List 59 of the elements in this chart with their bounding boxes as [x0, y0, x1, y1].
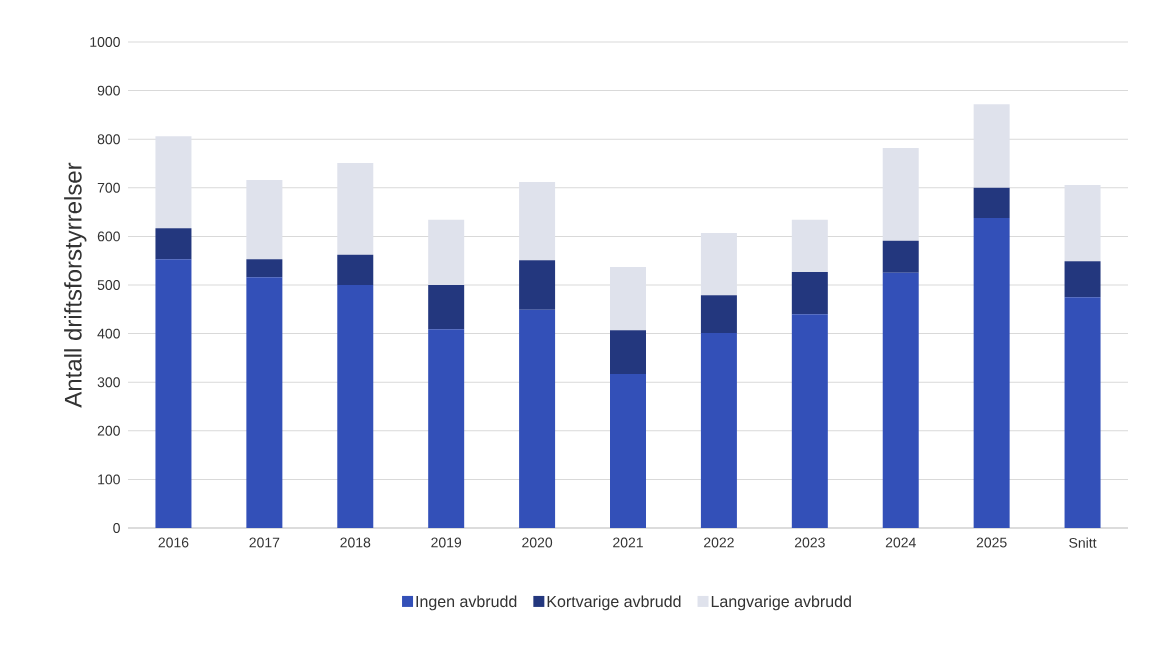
- bar: [882, 240, 919, 273]
- bar: [700, 295, 737, 334]
- x-tick-label: 2019: [431, 537, 462, 548]
- x-tick-label: 2021: [613, 537, 643, 548]
- bar: [973, 187, 1010, 218]
- bar: [246, 259, 283, 278]
- y-axis-title: Antall driftsforstyrrelser: [64, 162, 87, 408]
- bar: [428, 219, 465, 285]
- bar: [700, 233, 737, 296]
- bar: [337, 285, 374, 528]
- bar: [337, 254, 374, 285]
- y-tick-label: 400: [97, 328, 120, 339]
- bar: [791, 219, 828, 272]
- y-tick-label: 200: [97, 425, 120, 436]
- y-tick-label: 100: [98, 474, 120, 485]
- x-tick-label: 2018: [340, 537, 371, 548]
- legend-label: Ingen avbrudd: [416, 595, 517, 611]
- legend-label: Kortvarige avbrudd: [547, 595, 681, 611]
- bar: [1064, 297, 1101, 528]
- bar: [246, 180, 283, 260]
- bar: [791, 271, 828, 315]
- y-tick-label: 700: [97, 182, 120, 193]
- bar: [428, 285, 465, 330]
- bar: [519, 181, 556, 261]
- x-tick-label: 2022: [704, 537, 734, 548]
- x-tick-label: 2020: [522, 537, 553, 548]
- x-tick-label: 2025: [976, 537, 1007, 548]
- bar: [610, 267, 646, 331]
- bar: [519, 309, 556, 528]
- bar: [1064, 261, 1101, 298]
- y-tick-label: 0: [113, 523, 120, 533]
- x-tick-label: 2016: [158, 537, 189, 548]
- bar: [155, 259, 192, 528]
- bar: [1064, 184, 1101, 262]
- bar: [882, 272, 919, 528]
- x-tick-label: Snitt: [1069, 537, 1097, 548]
- bar: [610, 373, 646, 528]
- bar: [155, 136, 192, 229]
- bar: [700, 333, 737, 528]
- y-tick-label: 1000: [90, 37, 120, 47]
- bar: [519, 260, 556, 310]
- y-tick-label: 800: [97, 134, 120, 145]
- bar: [246, 277, 283, 528]
- bar: [155, 228, 192, 260]
- bar: [973, 217, 1010, 528]
- bar: [610, 330, 646, 374]
- y-tick-label: 600: [97, 231, 120, 242]
- x-tick-label: 2017: [249, 537, 280, 548]
- bar: [791, 314, 828, 528]
- x-tick-label: 2023: [794, 537, 825, 548]
- bar: [337, 163, 374, 255]
- y-tick-label: 500: [97, 280, 120, 290]
- bar: [973, 104, 1010, 188]
- bar: [428, 329, 465, 528]
- y-tick-label: 900: [97, 85, 120, 96]
- x-tick-label: 2024: [885, 537, 916, 548]
- y-tick-label: 300: [97, 377, 120, 388]
- legend-label: Langvarige avbrudd: [711, 595, 851, 611]
- bar: [882, 147, 919, 241]
